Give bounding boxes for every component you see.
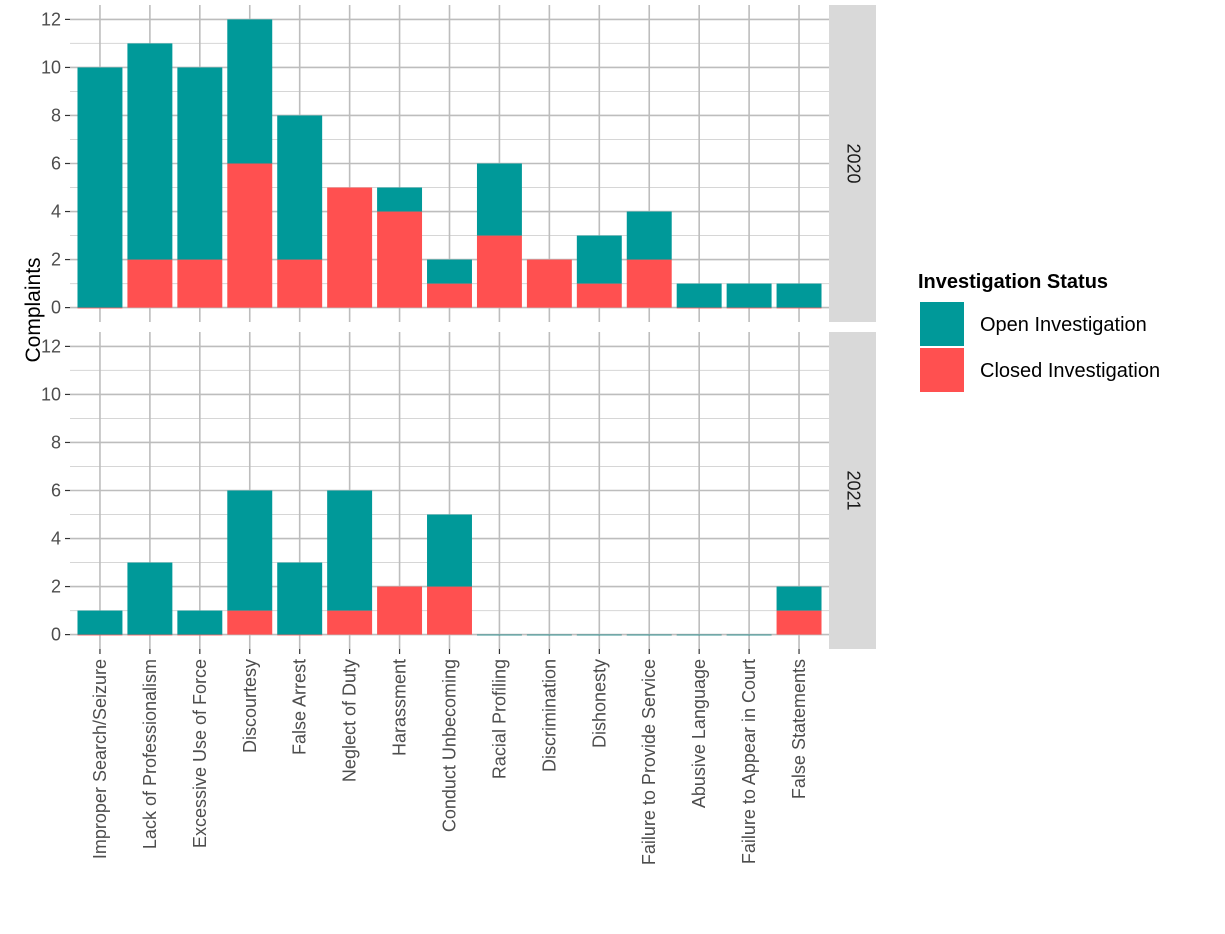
x-tick-label: Dishonesty — [589, 659, 609, 748]
bar-closed-2020-7 — [377, 211, 423, 308]
facet-panel-2021: 0 2 4 6 8 10 12 2021 — [41, 332, 876, 649]
legend-label-1: Open Investigation — [980, 314, 1147, 336]
bar-closed-2020-2 — [127, 259, 173, 308]
facet-strip — [829, 332, 876, 649]
facet-panel-2020: 0 2 4 6 8 10 12 2020 — [41, 5, 876, 322]
y-tick-label: 10 — [41, 57, 61, 77]
bar-closed-2020-14 — [726, 307, 772, 309]
y-tick-label: 4 — [51, 202, 61, 222]
y-tick-label: 0 — [51, 298, 61, 318]
x-tick-label: Discrimination — [539, 659, 559, 772]
y-tick-label: 8 — [51, 432, 61, 452]
bar-open-2020-7 — [377, 187, 423, 212]
chart-panels: 0 2 4 6 8 10 12 2020 0 2 4 6 8 10 12 2021 — [41, 5, 876, 649]
bar-open-2020-1 — [77, 67, 123, 308]
x-tick-label: Conduct Unbecoming — [440, 659, 460, 832]
y-tick-label: 12 — [41, 336, 61, 356]
bar-open-2021-9 — [476, 634, 522, 636]
x-tick-label: Failure to Provide Service — [639, 659, 659, 865]
bar-closed-2021-2 — [127, 634, 173, 636]
bar-open-2021-11 — [576, 634, 622, 636]
bar-open-2020-5 — [277, 115, 323, 260]
bar-closed-2020-10 — [526, 259, 572, 308]
bar-closed-2021-7 — [377, 586, 423, 635]
bar-closed-2020-9 — [476, 235, 522, 308]
x-tick-label: Harassment — [390, 659, 410, 756]
x-tick-label: Lack of Professionalism — [140, 659, 160, 849]
y-tick-label: 4 — [51, 529, 61, 549]
bar-closed-2021-15 — [776, 610, 822, 635]
y-axis-title: Complaints — [22, 257, 45, 362]
bar-closed-2020-6 — [327, 187, 373, 308]
bar-closed-2021-3 — [177, 634, 223, 636]
bar-closed-2021-4 — [227, 610, 273, 635]
bar-open-2020-8 — [427, 259, 472, 284]
bar-open-2021-6 — [327, 490, 373, 611]
facet-strip — [829, 5, 876, 322]
bar-open-2021-8 — [427, 514, 472, 587]
x-tick-label: Discourtesy — [240, 659, 260, 753]
x-tick-label: Abusive Language — [689, 659, 709, 808]
bar-closed-2020-5 — [277, 259, 323, 308]
x-tick-label: Excessive Use of Force — [190, 659, 210, 848]
bar-closed-2020-1 — [77, 307, 123, 309]
bar-closed-2020-15 — [776, 307, 822, 309]
bar-open-2020-14 — [726, 283, 772, 308]
legend-label-2: Closed Investigation — [980, 360, 1160, 382]
bar-open-2021-10 — [526, 634, 572, 636]
bar-closed-2021-5 — [277, 634, 323, 636]
x-tick-label: False Arrest — [290, 659, 310, 755]
y-tick-label: 2 — [51, 577, 61, 597]
bar-closed-2021-8 — [427, 586, 472, 635]
y-tick-label: 0 — [51, 625, 61, 645]
bar-open-2021-1 — [77, 610, 123, 635]
bar-open-2021-15 — [776, 586, 822, 611]
bar-open-2020-15 — [776, 283, 822, 308]
bar-closed-2020-3 — [177, 259, 223, 308]
y-tick-label: 10 — [41, 384, 61, 404]
bar-open-2021-14 — [726, 634, 772, 636]
bar-open-2020-9 — [476, 163, 522, 236]
bar-closed-2021-1 — [77, 634, 123, 636]
bar-open-2020-2 — [127, 43, 173, 260]
x-tick-label: Failure to Appear in Court — [739, 659, 759, 864]
facet-strip-label: 2020 — [843, 143, 863, 183]
legend: Investigation Status Open Investigation C… — [918, 271, 1160, 392]
bar-closed-2020-8 — [427, 283, 472, 308]
bar-open-2021-2 — [127, 562, 173, 635]
bar-open-2021-3 — [177, 610, 223, 635]
bar-open-2021-4 — [227, 490, 273, 611]
x-tick-label: False Statements — [789, 659, 809, 799]
bar-closed-2020-13 — [676, 307, 722, 309]
bar-closed-2021-6 — [327, 610, 373, 635]
x-tick-label: Neglect of Duty — [340, 659, 360, 782]
y-tick-label: 2 — [51, 250, 61, 270]
x-axis: Improper Search/Seizure Lack of Professio… — [90, 649, 809, 865]
bar-open-2020-4 — [227, 19, 273, 164]
bar-open-2020-13 — [676, 283, 722, 308]
legend-key-2 — [920, 348, 964, 392]
bar-open-2020-12 — [626, 211, 672, 260]
bar-open-2020-3 — [177, 67, 223, 260]
legend-key-1 — [920, 302, 964, 346]
y-tick-label: 6 — [51, 154, 61, 174]
bar-open-2020-11 — [576, 235, 622, 284]
y-tick-label: 8 — [51, 105, 61, 125]
bar-open-2021-13 — [676, 634, 722, 636]
bar-open-2021-12 — [626, 634, 672, 636]
x-tick-label: Improper Search/Seizure — [90, 659, 110, 859]
y-tick-label: 6 — [51, 481, 61, 501]
legend-title: Investigation Status — [918, 271, 1108, 293]
bar-closed-2020-12 — [626, 259, 672, 308]
bar-closed-2020-4 — [227, 163, 273, 308]
bar-open-2021-5 — [277, 562, 323, 635]
bar-closed-2020-11 — [576, 283, 622, 308]
y-tick-label: 12 — [41, 9, 61, 29]
x-tick-label: Racial Profiling — [489, 659, 509, 779]
facet-strip-label: 2021 — [843, 470, 863, 510]
